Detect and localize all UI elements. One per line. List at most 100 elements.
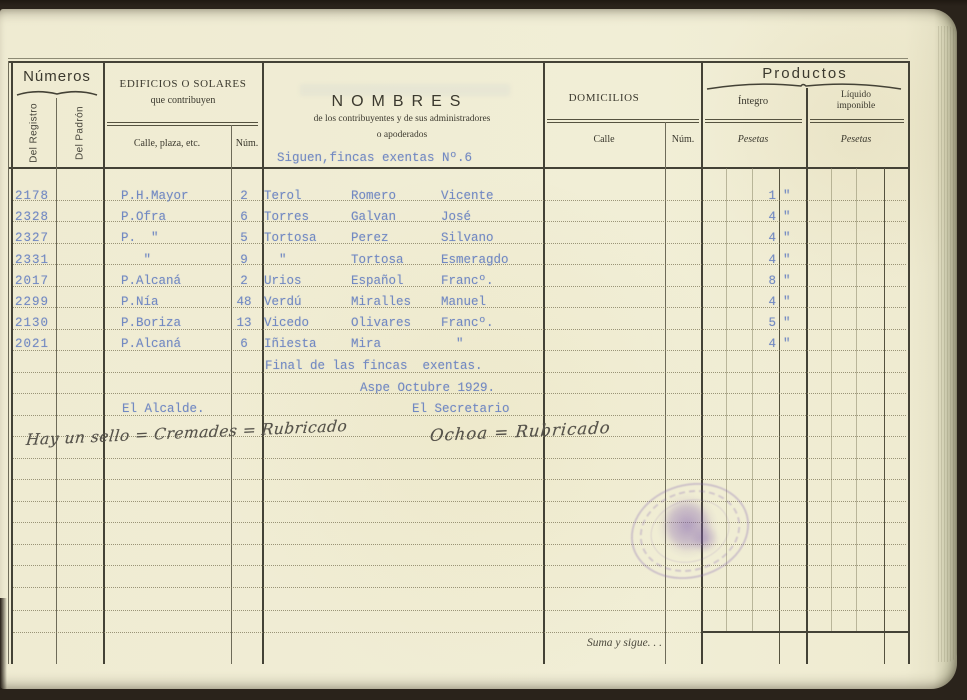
rule-line: [779, 168, 780, 664]
edificios-title: EDIFICIOS O SOLARES: [119, 78, 247, 90]
rule-line: [262, 61, 264, 664]
col-header-liquido-2: imponible: [836, 101, 876, 111]
ledger-row: 2327 P. " 5 Tortosa Perez Silvano 4 ": [0, 228, 957, 249]
row-rule: [13, 436, 906, 437]
num-value: 2: [240, 273, 248, 288]
surname2: Tortosa: [351, 252, 404, 267]
given-name: ": [441, 337, 464, 352]
num-value: 13: [236, 316, 252, 331]
row-rule: [13, 522, 906, 523]
surname2: Olivares: [351, 316, 412, 331]
given-name: Silvano: [441, 231, 494, 246]
secretario-label: El Secretario: [412, 402, 510, 416]
col-header-calle-plaza: Calle, plaza, etc.: [133, 138, 201, 149]
productos-title: Productos: [762, 65, 848, 82]
num-value: 6: [240, 210, 248, 225]
ledger-row: 2130 P.Boriza 13 Vicedo Olivares Francº.…: [0, 313, 957, 334]
rule-line: [543, 61, 545, 664]
num-value: 2: [240, 189, 248, 203]
rule-line: [810, 122, 904, 123]
given-name: Vicente: [441, 189, 494, 203]
rule-line: [856, 168, 857, 633]
surname1: Iñiesta: [264, 337, 317, 352]
given-name: José: [441, 210, 472, 225]
registro-number: 2299: [15, 295, 50, 309]
num-value: 9: [240, 252, 248, 267]
productos-brace: [706, 83, 902, 90]
integro-centimos-ditto: ": [783, 231, 791, 246]
rule-line: [701, 631, 909, 633]
section-note: Siguen,fincas exentas Nº.6: [277, 151, 473, 165]
rule-line: [705, 122, 802, 123]
nombres-title: NOMBRES: [331, 93, 469, 110]
calle-value: P.H.Mayor: [121, 189, 189, 203]
rule-line: [8, 61, 909, 63]
ledger-row: 2328 P.Ofra 6 Torres Galvan José 4 ": [0, 207, 957, 228]
calle-value: P.Boriza: [121, 316, 182, 331]
row-rule: [13, 501, 906, 502]
alcalde-label: El Alcalde.: [122, 402, 205, 416]
rule-line: [831, 168, 832, 633]
num-value: 5: [240, 231, 248, 246]
calle-value: P.Alcaná: [121, 337, 182, 352]
row-rule: [13, 329, 906, 330]
ledger-row: 2021 P.Alcaná 6 Iñiesta Mira " 4 ": [0, 334, 957, 355]
num-value: 48: [236, 295, 252, 309]
integro-centimos-ditto: ": [783, 273, 791, 288]
row-rule: [13, 587, 906, 588]
rule-line: [726, 168, 727, 633]
calle-value: ": [121, 252, 152, 267]
row-rule: [13, 286, 906, 287]
row-rule: [13, 264, 906, 265]
ledger-row: 2299 P.Nía 48 Verdú Miralles Manuel 4 ": [0, 292, 957, 313]
integro-centimos-ditto: ": [783, 210, 791, 225]
surname1: Terol: [264, 189, 302, 203]
rule-line: [8, 167, 909, 169]
col-header-liquido-1: Líquido: [840, 90, 872, 100]
registro-number: 2331: [15, 252, 50, 267]
row-rule: [13, 350, 906, 351]
row-rule: [13, 458, 906, 459]
ledger-row: 2017 P.Alcaná 2 Urios Español Francº. 8 …: [0, 271, 957, 292]
col-header-num-domicilio: Núm.: [671, 134, 695, 145]
num-value: 6: [240, 337, 248, 352]
calle-value: P. ": [121, 231, 159, 246]
registro-number: 2178: [15, 189, 50, 203]
col-header-calle-domicilio: Calle: [593, 134, 615, 145]
numeros-title: Números: [23, 68, 91, 85]
suma-y-sigue-label: Suma y sigue. . .: [587, 637, 663, 649]
row-rule: [13, 610, 906, 611]
surname2: Perez: [351, 231, 389, 246]
calle-value: P.Nía: [121, 295, 159, 309]
binding-gutter-shadow: [0, 598, 7, 690]
rule-line: [231, 125, 232, 664]
given-name: Francº.: [441, 273, 494, 288]
rule-line: [13, 632, 701, 633]
rule-line: [547, 119, 699, 120]
row-rule: [13, 221, 906, 222]
nombres-subtitle1: de los contribuyentes y de sus administr…: [313, 114, 491, 124]
rule-line: [908, 61, 910, 664]
integro-centimos-ditto: ": [783, 337, 791, 352]
surname2: Español: [351, 273, 404, 288]
row-rule: [13, 479, 906, 480]
page-edge-stripes: [938, 26, 957, 662]
rule-line: [810, 119, 904, 120]
row-rule: [13, 544, 906, 545]
col-header-integro: Íntegro: [737, 96, 769, 107]
calle-value: P.Alcaná: [121, 273, 182, 288]
integro-pesetas: 4: [768, 231, 776, 246]
rule-line: [107, 125, 258, 126]
integro-centimos-ditto: ": [783, 189, 791, 203]
rule-line: [11, 61, 13, 664]
registro-number: 2130: [15, 316, 50, 331]
integro-centimos-ditto: ": [783, 316, 791, 331]
rule-line: [56, 98, 57, 664]
integro-pesetas: 1: [768, 189, 776, 203]
surname1: Torres: [264, 210, 310, 225]
ledger-row: 2178 P.H.Mayor 2 Terol Romero Vicente 1 …: [0, 186, 957, 207]
date-line: Aspe Octubre 1929.: [360, 381, 496, 395]
surname1: Tortosa: [264, 231, 317, 246]
domicilios-title: DOMICILIOS: [568, 92, 640, 104]
integro-pesetas: 4: [768, 295, 776, 309]
